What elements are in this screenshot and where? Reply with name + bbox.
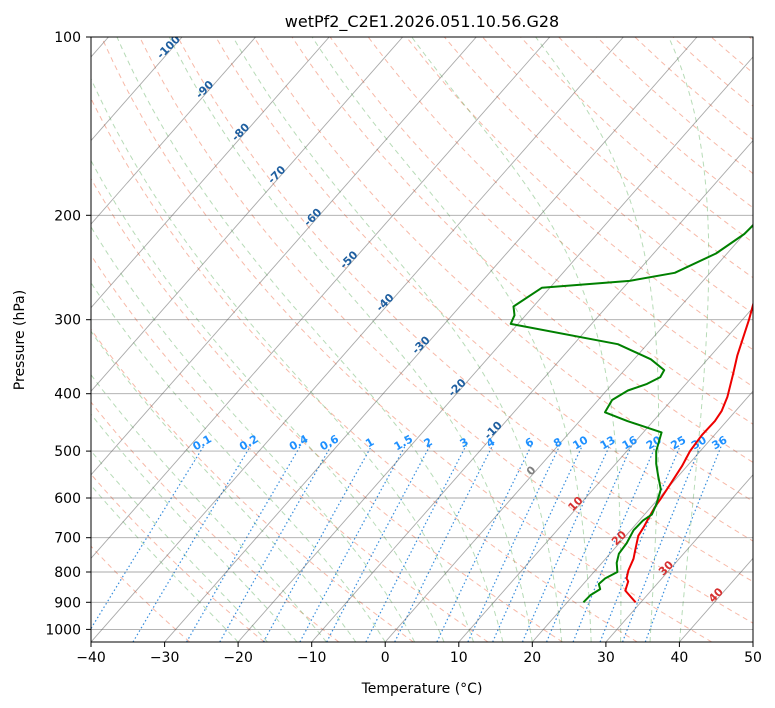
- y-axis: 100 200 300 400 500 600 700 800 900 1000: [45, 30, 91, 638]
- isotherm: [237, 56, 753, 642]
- moist-adiabats: [91, 37, 710, 642]
- x-axis: −40 −30 −20 −10 0 10 20 30 40 50: [76, 642, 762, 666]
- mixing-ratio-line: [91, 445, 205, 630]
- x-tick-label: 0: [381, 650, 390, 666]
- x-tick-label: 50: [744, 650, 762, 666]
- moist-adiabat: [91, 373, 327, 642]
- isotherm: [531, 390, 753, 642]
- y-tick-label: 300: [54, 313, 81, 329]
- dry-adiabat: [91, 401, 340, 642]
- moist-adiabat: [91, 413, 298, 642]
- moist-adiabat: [91, 484, 239, 642]
- isotherms: [91, 37, 753, 642]
- chart-title: wetPf2_C2E1.2026.051.10.56.G28: [285, 12, 559, 32]
- mixing-ratio-line: [186, 445, 301, 642]
- isotherm: [91, 37, 551, 560]
- mixing-ratio-line: [132, 445, 252, 642]
- mixing-ratio-lines: [91, 445, 722, 642]
- isotherm: [91, 37, 256, 225]
- dry-adiabat: [444, 37, 753, 315]
- isotherm: [605, 474, 753, 642]
- dewpoint-profile-line: [509, 223, 753, 604]
- mixing-ratio-line: [436, 445, 532, 642]
- mixing-ratio-line: [644, 445, 722, 642]
- dry-adiabat: [177, 37, 753, 583]
- moist-adiabat: [91, 77, 474, 642]
- x-tick-label: −30: [150, 650, 180, 666]
- isotherm: [91, 37, 183, 142]
- y-tick-label: 1000: [45, 622, 81, 638]
- x-axis-title: Temperature (°C): [361, 681, 483, 697]
- moist-adiabat: [668, 37, 710, 642]
- y-tick-label: 400: [54, 387, 81, 403]
- y-tick-label: 600: [54, 491, 81, 507]
- x-tick-label: 40: [670, 650, 688, 666]
- mixing-ratio-line: [521, 445, 611, 642]
- y-tick-label: 100: [54, 30, 81, 46]
- isotherm: [91, 37, 404, 392]
- moist-adiabat: [91, 159, 445, 642]
- isotherm: [458, 307, 753, 642]
- isotherm: [91, 37, 624, 642]
- dry-adiabat: [101, 37, 713, 642]
- dry-adiabat: [329, 37, 753, 425]
- x-tick-label: −40: [76, 650, 106, 666]
- isobars: [91, 37, 753, 630]
- isotherm: [311, 139, 753, 642]
- x-tick-label: 20: [523, 650, 541, 666]
- x-tick-label: 10: [450, 650, 468, 666]
- moist-adiabat: [91, 450, 268, 642]
- plot-frame: [90, 36, 754, 643]
- dry-adiabat: [367, 37, 753, 388]
- x-tick-label: 30: [597, 650, 615, 666]
- isotherm: [91, 37, 477, 476]
- dry-adiabat: [139, 37, 753, 624]
- moist-adiabat: [232, 37, 563, 642]
- mixing-ratio-line: [622, 445, 702, 642]
- dry-adiabat: [91, 254, 489, 642]
- moist-adiabat: [116, 37, 504, 642]
- y-tick-label: 700: [54, 531, 81, 547]
- moist-adiabat: [535, 37, 660, 642]
- isotherm: [91, 37, 330, 309]
- mixing-ratio-line: [365, 445, 467, 642]
- moist-adiabat: [91, 281, 386, 642]
- y-tick-label: 900: [54, 595, 81, 611]
- y-tick-label: 500: [54, 444, 81, 460]
- y-axis-title: Pressure (hPa): [12, 290, 28, 390]
- moist-adiabat: [311, 37, 592, 642]
- profile-series: [509, 223, 753, 604]
- mixing-ratio-line: [546, 445, 633, 642]
- y-tick-label: 800: [54, 565, 81, 581]
- moist-adiabat: [411, 37, 622, 642]
- dry-adiabat: [91, 177, 563, 642]
- mixing-ratio-line: [394, 445, 494, 642]
- dry-adiabat: [91, 97, 638, 642]
- isotherm: [164, 37, 698, 642]
- dry-adiabat: [91, 473, 265, 642]
- mixing-ratio-line: [262, 445, 373, 642]
- x-tick-label: −10: [297, 650, 327, 666]
- moist-adiabat: [168, 37, 533, 642]
- x-tick-label: −20: [223, 650, 253, 666]
- dry-adiabat: [253, 37, 753, 502]
- temperature-profile-line: [624, 301, 753, 603]
- y-tick-label: 200: [54, 208, 81, 224]
- isotherm: [384, 223, 753, 642]
